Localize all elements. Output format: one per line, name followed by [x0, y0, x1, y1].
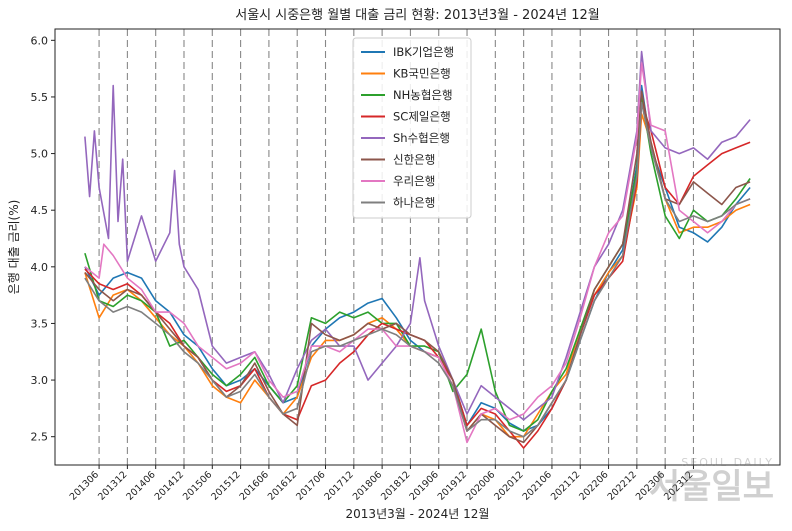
x-tick-label: 201712: [323, 469, 356, 502]
y-tick-label: 3.0: [31, 374, 49, 387]
legend-label: KB국민은행: [393, 67, 451, 81]
series-line: [84, 50, 751, 421]
y-axis-label: 은행 대출 금리(%): [6, 200, 21, 295]
legend-label: 우리은행: [393, 174, 435, 188]
watermark-main: 서울일보: [648, 467, 774, 507]
plot-frame: [54, 28, 781, 466]
legend-label: IBK기업은행: [393, 45, 454, 59]
x-tick-label: 202006: [464, 469, 497, 502]
series-line: [84, 90, 751, 444]
x-tick-label: 201512: [209, 469, 242, 502]
watermark-logo: SEOUL DAILY 서울일보: [649, 456, 774, 505]
y-tick-label: 2.5: [31, 431, 49, 444]
x-tick-label: 201912: [436, 469, 469, 502]
chart-title: 서울시 시중은행 월별 대출 금리 현황: 2013년3월 - 2024년 12…: [235, 7, 599, 23]
x-tick-label: 202012: [492, 469, 525, 502]
series-line: [84, 101, 751, 438]
y-tick-label: 6.0: [31, 34, 49, 47]
x-tick-label: 201706: [294, 469, 327, 502]
x-tick-label: 201306: [68, 469, 101, 502]
x-tick-label: 201806: [351, 469, 384, 502]
x-tick-label: 201612: [266, 469, 299, 502]
x-tick-label: 202212: [606, 469, 639, 502]
legend-label: SC제일은행: [393, 110, 451, 124]
x-tick-label: 202206: [577, 469, 610, 502]
y-tick-label: 4.5: [31, 204, 49, 217]
legend-box: [352, 37, 472, 219]
x-tick-label: 201606: [238, 469, 271, 502]
x-tick-label: 201406: [124, 469, 157, 502]
y-tick-label: 3.5: [31, 317, 49, 330]
y-tick-label: 5.5: [31, 91, 49, 104]
x-tick-label: 202106: [521, 469, 554, 502]
x-tick-label: 201906: [407, 469, 440, 502]
x-tick-label: 201312: [96, 469, 129, 502]
x-tick-label: 201506: [181, 469, 214, 502]
y-tick-label: 5.0: [31, 148, 49, 161]
x-tick-label: 202112: [549, 469, 582, 502]
x-tick-label: 201812: [379, 469, 412, 502]
legend-label: 신한은행: [393, 153, 435, 167]
legend-label: Sh수협은행: [393, 131, 450, 145]
watermark-sub: SEOUL DAILY: [681, 456, 774, 469]
legend-label: NH농협은행: [393, 88, 453, 102]
y-tick-label: 4.0: [31, 261, 49, 274]
legend-label: 하나은행: [393, 196, 435, 210]
x-axis-label: 2013년3월 - 2024년 12월: [346, 507, 490, 521]
x-tick-label: 201412: [153, 469, 186, 502]
